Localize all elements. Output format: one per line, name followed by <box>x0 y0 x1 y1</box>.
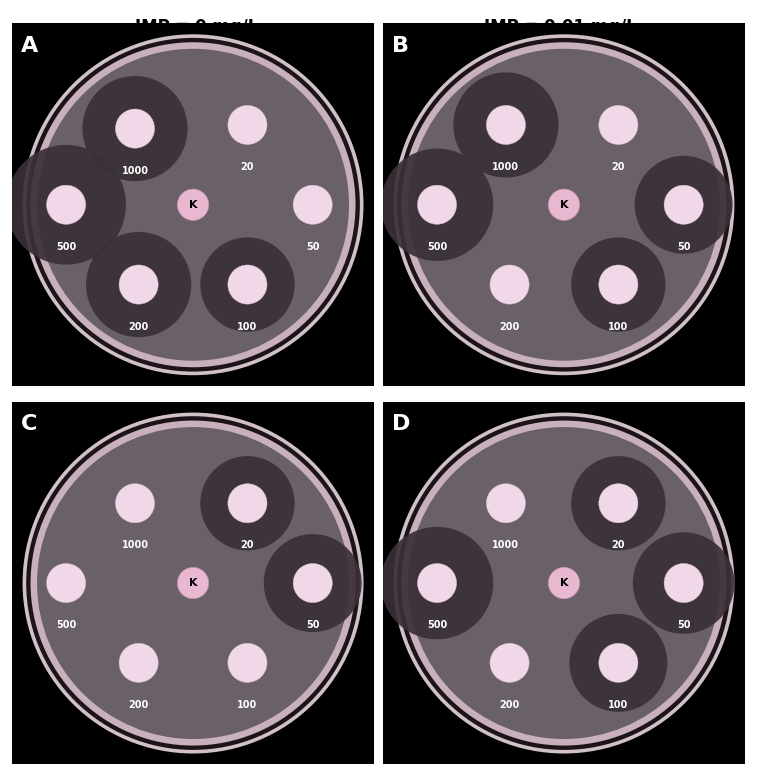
Circle shape <box>37 427 349 739</box>
Text: 20: 20 <box>612 162 625 172</box>
Circle shape <box>490 644 529 682</box>
Circle shape <box>177 567 209 599</box>
Circle shape <box>599 484 638 523</box>
Text: C: C <box>20 414 37 434</box>
Circle shape <box>408 427 720 739</box>
Circle shape <box>46 185 86 225</box>
Text: 100: 100 <box>237 700 257 710</box>
Text: 100: 100 <box>237 321 257 331</box>
Circle shape <box>46 563 86 603</box>
Circle shape <box>83 76 188 181</box>
Circle shape <box>228 644 267 682</box>
Circle shape <box>408 49 720 360</box>
Text: 50: 50 <box>306 620 319 630</box>
Circle shape <box>599 644 638 682</box>
Circle shape <box>548 567 580 599</box>
Circle shape <box>177 189 209 221</box>
Text: 1000: 1000 <box>122 165 148 176</box>
Polygon shape <box>11 402 375 764</box>
Text: 1000: 1000 <box>122 541 148 550</box>
Circle shape <box>381 148 494 261</box>
Circle shape <box>397 38 731 371</box>
Polygon shape <box>382 23 746 386</box>
Circle shape <box>115 484 154 523</box>
Text: 500: 500 <box>56 242 76 252</box>
Text: 500: 500 <box>427 620 447 630</box>
Text: K: K <box>559 200 569 210</box>
Text: 200: 200 <box>129 700 149 710</box>
Circle shape <box>634 156 733 254</box>
Circle shape <box>30 42 356 367</box>
Circle shape <box>26 38 360 371</box>
Text: 500: 500 <box>427 242 447 252</box>
Circle shape <box>394 413 734 753</box>
Circle shape <box>119 265 158 304</box>
Text: IMP = 0 mg/L: IMP = 0 mg/L <box>136 18 258 36</box>
Circle shape <box>23 413 363 753</box>
Circle shape <box>417 185 456 225</box>
Circle shape <box>201 456 294 551</box>
Text: 200: 200 <box>129 321 149 331</box>
Circle shape <box>119 644 158 682</box>
Text: 100: 100 <box>608 700 628 710</box>
Circle shape <box>115 109 154 148</box>
Circle shape <box>6 145 126 264</box>
Circle shape <box>664 563 703 603</box>
Circle shape <box>486 105 525 144</box>
Text: A: A <box>20 36 38 56</box>
Text: 20: 20 <box>612 541 625 550</box>
Circle shape <box>394 34 734 375</box>
Text: 100: 100 <box>608 321 628 331</box>
Circle shape <box>37 49 349 360</box>
Circle shape <box>228 265 267 304</box>
Circle shape <box>633 532 734 634</box>
Text: 50: 50 <box>677 242 690 252</box>
Circle shape <box>381 526 494 640</box>
Circle shape <box>228 484 267 523</box>
Text: 50: 50 <box>306 242 319 252</box>
Circle shape <box>569 614 668 712</box>
Circle shape <box>263 534 362 632</box>
Text: 20: 20 <box>241 541 254 550</box>
Circle shape <box>86 232 192 337</box>
Text: 20: 20 <box>241 162 254 172</box>
Circle shape <box>293 185 332 225</box>
Circle shape <box>401 42 727 367</box>
Circle shape <box>228 105 267 144</box>
Circle shape <box>548 189 580 221</box>
Circle shape <box>599 265 638 304</box>
Text: 1000: 1000 <box>493 162 519 172</box>
Circle shape <box>23 34 363 375</box>
Circle shape <box>401 420 727 746</box>
Circle shape <box>664 185 703 225</box>
Polygon shape <box>11 23 375 386</box>
Circle shape <box>201 237 294 332</box>
Text: B: B <box>391 36 409 56</box>
Circle shape <box>572 456 665 551</box>
Circle shape <box>30 420 356 746</box>
Text: D: D <box>391 414 410 434</box>
Circle shape <box>293 563 332 603</box>
Polygon shape <box>382 402 746 764</box>
Text: 500: 500 <box>56 620 76 630</box>
Circle shape <box>490 265 529 304</box>
Text: 50: 50 <box>677 620 690 630</box>
Circle shape <box>417 563 456 603</box>
Text: IMP = 0.01 mg/L: IMP = 0.01 mg/L <box>484 18 637 36</box>
Circle shape <box>599 105 638 144</box>
Text: 200: 200 <box>500 321 520 331</box>
Text: K: K <box>559 578 569 588</box>
Circle shape <box>397 417 731 750</box>
Circle shape <box>486 484 525 523</box>
Circle shape <box>26 417 360 750</box>
Circle shape <box>572 237 665 332</box>
Text: K: K <box>188 200 198 210</box>
Circle shape <box>453 73 559 178</box>
Text: 200: 200 <box>500 700 520 710</box>
Text: 1000: 1000 <box>493 541 519 550</box>
Text: K: K <box>188 578 198 588</box>
